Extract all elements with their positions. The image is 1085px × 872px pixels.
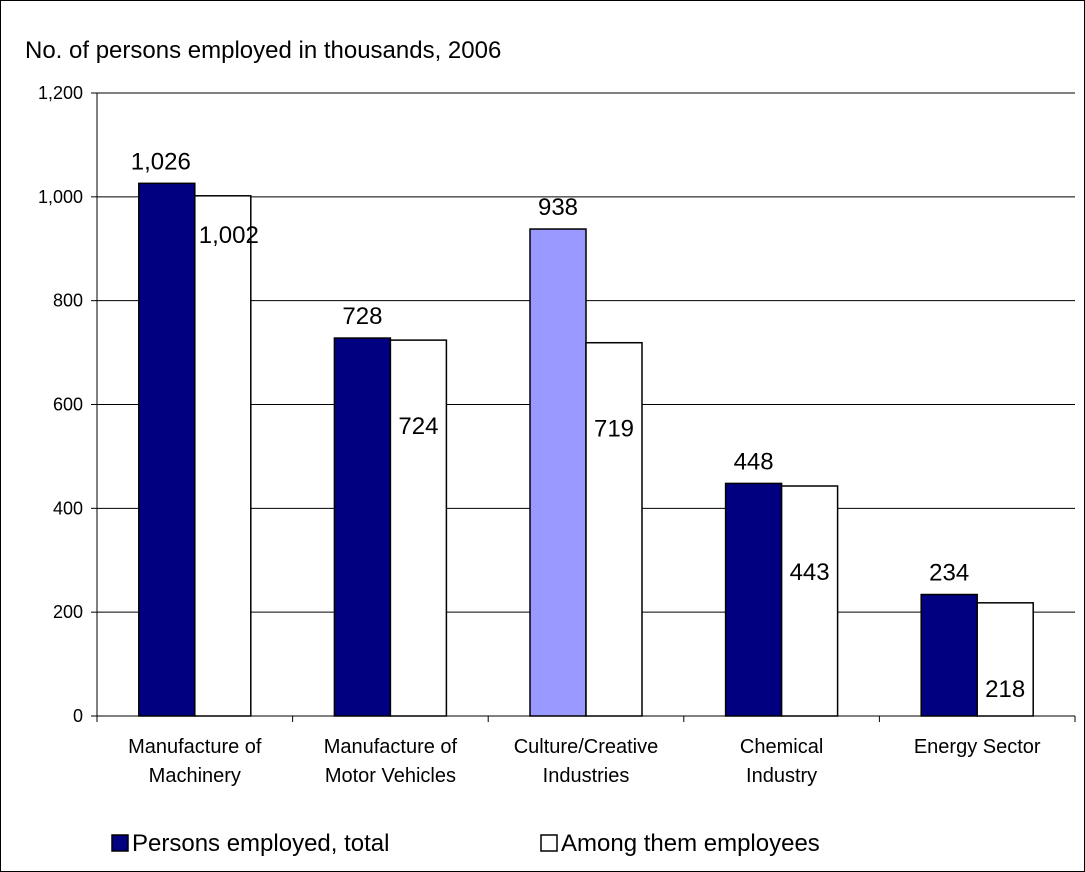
bar-employees [780,485,839,717]
bar-persons-employed [138,182,196,717]
bar-employees [389,339,448,717]
bar-employees [585,341,643,717]
y-tick-label: 600 [53,395,83,415]
data-label: 448 [734,448,774,475]
bar-persons-employed [333,337,392,717]
bar-employees [194,195,252,717]
category-label: Energy Sector [914,736,1041,758]
legend-label: Persons employed, total [132,830,389,857]
legend-swatch-persons-employed [111,834,129,852]
chart-title: No. of persons employed in thousands, 20… [25,37,501,64]
data-label: 719 [594,416,634,443]
bar-persons-employed [724,482,783,717]
y-tick-label: 200 [53,602,83,622]
data-label: 234 [929,560,969,587]
y-tick-label: 1,000 [38,187,83,207]
data-label: 728 [342,303,382,330]
y-tick-label: 0 [73,706,83,726]
legend-label: Among them employees [561,830,820,857]
data-label: 724 [398,413,438,440]
data-label: 443 [790,559,830,586]
category-labels: Manufacture of Machinery Manufacture of Mot… [128,736,1041,787]
category-label: Motor Vehicles [325,765,456,787]
data-label: 218 [985,676,1025,703]
bar-persons-employed [920,593,978,717]
category-label: Culture/Creative [514,736,659,758]
category-label: Chemical [740,736,823,758]
bar-employees [976,602,1034,717]
y-tick-label: 400 [53,498,83,518]
legend: Persons employed, total Among them employ… [111,830,820,857]
bars [138,182,1034,717]
category-label: Machinery [149,765,241,787]
data-labels: 1,026 1,002 728 724 938 719 448 443 234 218 [131,148,1025,702]
y-tick-label: 800 [53,291,83,311]
category-label: Manufacture of [324,736,458,758]
legend-swatch-employees [540,834,558,852]
category-label: Manufacture of [128,736,262,758]
y-tick-label: 1,200 [38,83,83,103]
data-label: 1,002 [199,222,259,249]
data-label: 938 [538,194,578,221]
category-label: Industry [746,765,817,787]
bar-persons-employed [529,228,587,717]
category-label: Industries [543,765,630,787]
data-label: 1,026 [131,148,191,175]
